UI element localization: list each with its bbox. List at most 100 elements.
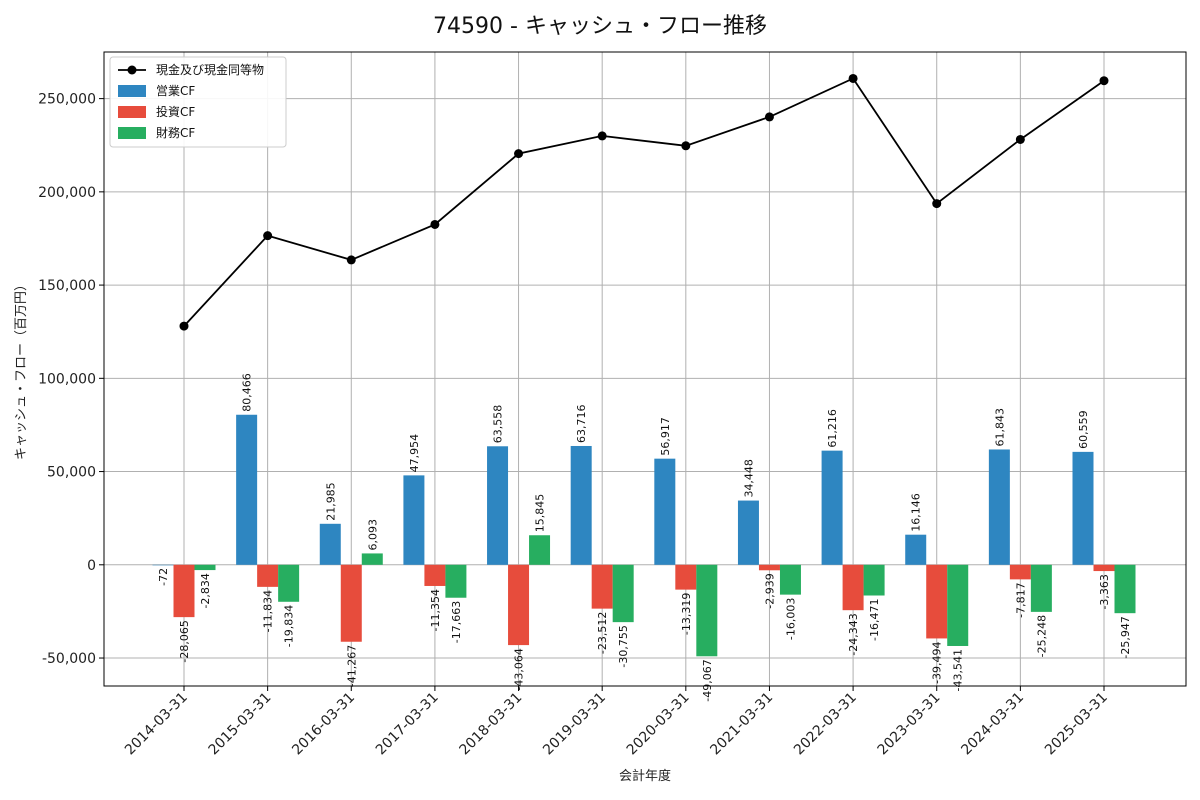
data-label: -7,817 (1014, 582, 1027, 617)
data-label: -13,319 (680, 593, 693, 635)
y-tick-label: 100,000 (38, 371, 96, 387)
plot-frame (103, 51, 1187, 687)
data-label: 21,985 (324, 482, 337, 521)
x-tick-label: 2015-03-31 (206, 690, 275, 759)
bar-財務CF (361, 553, 383, 565)
data-label: 61,216 (826, 409, 839, 448)
bar-投資CF (424, 564, 446, 586)
bar-営業CF (236, 414, 258, 565)
x-tick-label: 2014-03-31 (122, 690, 191, 759)
line-現金及び現金同等物 (183, 77, 1105, 327)
data-label: -30,755 (617, 625, 630, 667)
bar-営業CF (152, 564, 174, 566)
data-label: -39,494 (931, 641, 944, 683)
data-label: -43,541 (952, 649, 965, 691)
line-point (764, 112, 774, 122)
data-label: 80,466 (241, 373, 254, 411)
line-point (179, 321, 189, 331)
bar-営業CF (737, 500, 759, 565)
line-point (1015, 134, 1025, 144)
bar-営業CF (403, 475, 425, 565)
data-label: 56,917 (659, 417, 672, 456)
legend-label: 現金及び現金同等物 (156, 62, 264, 77)
data-label: -25,248 (1035, 615, 1048, 657)
bar-営業CF (905, 534, 927, 565)
y-tick-label: 50,000 (47, 465, 96, 481)
y-tick-label: 0 (87, 558, 96, 574)
y-tick-label: 250,000 (38, 92, 96, 108)
data-label: -17,663 (450, 601, 463, 643)
line-point (430, 219, 440, 229)
x-tick-label: 2024-03-31 (958, 690, 1027, 759)
y-tick-label: -50,000 (42, 651, 96, 667)
data-label: -11,354 (429, 589, 442, 631)
legend-label: 財務CF (156, 125, 195, 140)
bar-財務CF (529, 535, 551, 565)
bar-財務CF (1114, 564, 1136, 614)
line-point (514, 149, 524, 159)
legend-swatch (118, 85, 146, 97)
bar-投資CF (591, 564, 613, 609)
x-tick-label: 2025-03-31 (1042, 690, 1111, 759)
data-label: -25,947 (1119, 616, 1132, 658)
legend-box (109, 56, 287, 148)
legend-swatch (118, 127, 146, 139)
line-point (681, 141, 691, 151)
data-label: -49,067 (701, 659, 714, 701)
data-label: -3,363 (1098, 574, 1111, 609)
bar-投資CF (1093, 564, 1115, 572)
x-tick-label: 2018-03-31 (457, 690, 526, 759)
bar-投資CF (758, 564, 780, 571)
data-label: -16,003 (784, 598, 797, 640)
bar-財務CF (445, 564, 467, 598)
data-label: -23,512 (596, 612, 609, 654)
chart-title: 74590 - キャッシュ・フロー推移 (433, 14, 767, 39)
data-label: -16,471 (868, 599, 881, 641)
data-label: 16,146 (910, 493, 923, 532)
bar-営業CF (988, 449, 1010, 565)
legend-marker (127, 65, 137, 75)
bar-投資CF (173, 564, 195, 618)
bar-財務CF (947, 564, 969, 646)
line-point (932, 199, 942, 209)
data-label: -72 (157, 568, 170, 586)
line-point (597, 131, 607, 141)
line-point (848, 73, 858, 83)
bar-財務CF (278, 564, 300, 602)
bar-営業CF (487, 446, 509, 565)
data-label: -2,939 (763, 573, 776, 608)
bar-投資CF (508, 564, 530, 646)
bar-投資CF (1009, 564, 1031, 580)
x-axis-label: 会計年度 (619, 768, 671, 784)
x-tick-label: 2017-03-31 (373, 690, 442, 759)
y-axis-label: キャッシュ・フロー（百万円） (14, 278, 29, 460)
bar-投資CF (257, 564, 279, 587)
bar-財務CF (779, 564, 801, 595)
data-label: -41,267 (345, 645, 358, 687)
line-point (346, 255, 356, 265)
x-tick-label: 2019-03-31 (540, 690, 609, 759)
x-tick-label: 2022-03-31 (791, 690, 860, 759)
data-label: -2,834 (199, 573, 212, 608)
x-tick-label: 2023-03-31 (875, 690, 944, 759)
data-label: -43,064 (513, 648, 526, 690)
y-tick-label: 200,000 (38, 185, 96, 201)
x-tick-label: 2016-03-31 (289, 690, 358, 759)
legend-label: 営業CF (156, 84, 195, 98)
y-tick-label: 150,000 (38, 278, 96, 294)
bar-営業CF (570, 445, 592, 565)
data-label: -28,065 (178, 620, 191, 662)
data-label: -11,834 (262, 590, 275, 632)
bar-営業CF (821, 450, 843, 565)
bar-営業CF (1072, 451, 1094, 565)
data-label: 61,843 (993, 408, 1006, 447)
data-label: -24,343 (847, 613, 860, 655)
bar-財務CF (612, 564, 634, 623)
x-tick-label: 2020-03-31 (624, 690, 693, 759)
line-point (1099, 76, 1109, 86)
data-label: -19,834 (283, 605, 296, 647)
data-label: 47,954 (408, 434, 421, 473)
bar-財務CF (1030, 564, 1052, 612)
data-label: 63,558 (492, 405, 505, 443)
legend-swatch (118, 106, 146, 118)
